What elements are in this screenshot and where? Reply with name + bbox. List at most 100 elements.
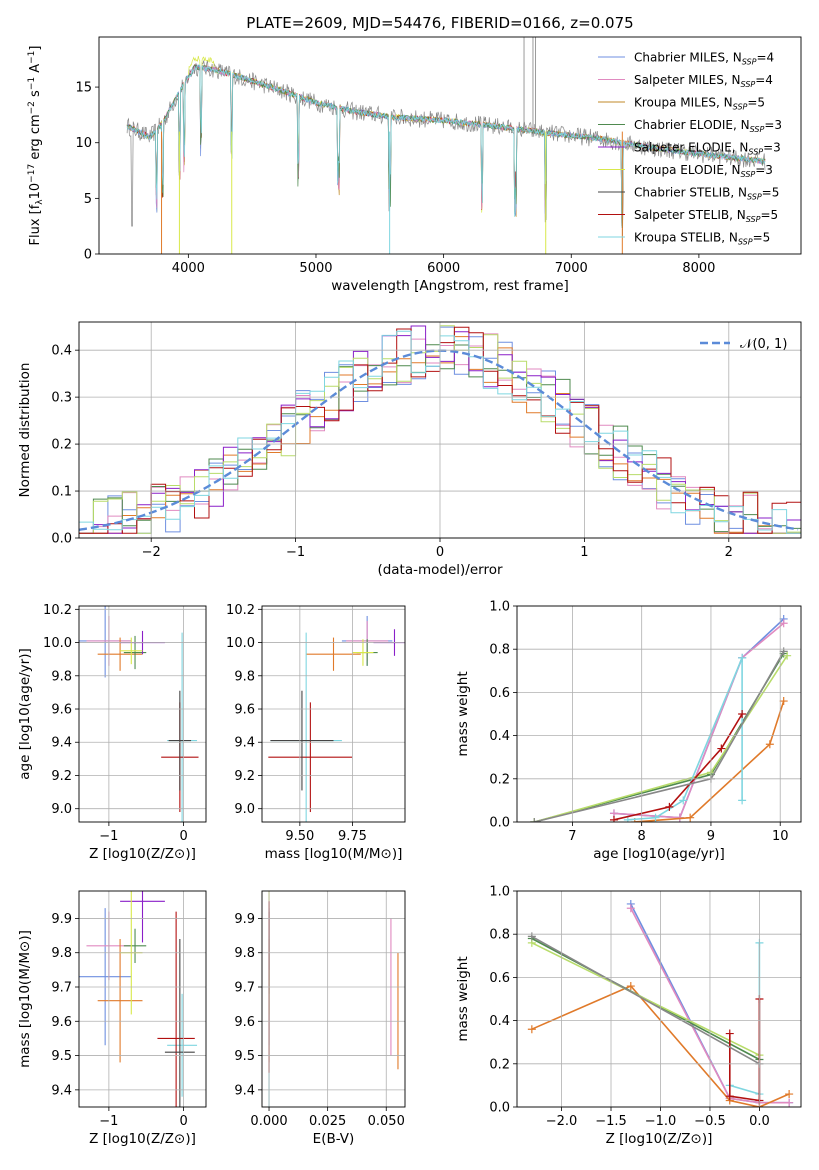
axes-frame — [516, 890, 802, 1108]
x-tick-label: 4000 — [172, 261, 205, 276]
x-tick-label: −0.5 — [694, 1114, 726, 1129]
y-tick-label: 9.2 — [234, 769, 255, 784]
y-tick-label: 0.3 — [51, 391, 72, 406]
weight-marker — [783, 651, 792, 660]
y-axis-label: Flux [fλ10−17 erg cm−2 s−1 A−1] — [27, 46, 45, 246]
y-tick-label: 9.2 — [51, 769, 72, 784]
weight-marker — [779, 619, 788, 628]
spectrum-plot-area — [126, 37, 766, 254]
errorbar-point — [268, 702, 353, 813]
plot-spectrum: 4000 5000 6000 7000 8000 0 5 10 15 wavelength [An… — [27, 36, 802, 294]
mass-weight-vs-Z-plot-area — [527, 899, 794, 1107]
legend-label: Salpeter MILES, NSSP=4 — [634, 73, 773, 89]
x-tick-label: 9.75 — [338, 829, 367, 844]
legend-label: Salpeter ELODIE, NSSP=3 — [634, 141, 781, 157]
plot-mass-weight-vs-age: 7 8 9 10 0.0 0.2 0.4 0.6 0.8 1.0 age [log10(age/yr… — [455, 600, 802, 862]
y-tick-label: 9.0 — [234, 802, 255, 817]
weight-marker — [738, 710, 747, 718]
weight-series — [527, 938, 764, 1060]
legend-label: Kroupa ELODIE, NSSP=3 — [634, 163, 773, 179]
weight-marker — [527, 1025, 536, 1034]
y-axis-label: Normed distribution — [17, 363, 33, 498]
x-axis-label: age [log10(age/yr)] — [593, 846, 725, 862]
axes-frame — [261, 605, 406, 823]
x-tick-label: 8000 — [682, 261, 715, 276]
y-axis-label: age [log10(age/yr)] — [17, 648, 33, 780]
weight-marker — [665, 802, 674, 811]
x-tick-label: −1.0 — [645, 1114, 677, 1129]
x-tick-label: 7 — [568, 829, 576, 844]
y-tick-label: 5 — [84, 192, 92, 207]
y-tick-label: 9.8 — [234, 669, 255, 684]
weight-series — [725, 995, 764, 1105]
weight-line — [531, 942, 760, 1056]
weight-marker — [725, 1029, 734, 1038]
weight-series — [527, 932, 764, 1068]
axes-frame — [261, 890, 406, 1108]
y-axis-label: mass weight — [455, 671, 471, 756]
x-axis-label: Z [log10(Z/Z⊙)] — [89, 846, 196, 862]
gaussian-curve — [79, 349, 799, 531]
x-tick-label: 2 — [725, 545, 733, 560]
x-axis-label: Z [log10(Z/Z⊙)] — [606, 1131, 713, 1147]
y-tick-label: 0.0 — [51, 532, 72, 547]
x-tick-label: −2.0 — [546, 1114, 578, 1129]
plot-mass-weight-vs-Z: −2.0 −1.5 −1.0 −0.5 0.0 0.0 0.2 0.4 0.6 0.8 1.0 Z [… — [455, 885, 802, 1147]
weight-marker — [609, 815, 618, 822]
x-tick-label: 8 — [638, 829, 646, 844]
axes-frame — [98, 36, 802, 255]
x-tick-label: 9.50 — [285, 829, 314, 844]
y-tick-label: 9.4 — [51, 736, 72, 751]
x-tick-label: −1 — [99, 1114, 118, 1129]
x-tick-label: 0.0 — [749, 1114, 770, 1129]
x-tick-label: 0.050 — [368, 1114, 405, 1129]
y-tick-label: 9.9 — [51, 912, 72, 927]
plot-mass-vs-ebv: 0.000 0.025 0.050 9.4 9.5 9.6 9.7 9.8 9.9 E(B-V) — [234, 890, 406, 1147]
y-tick-label: 9.8 — [51, 669, 72, 684]
mass-weight-vs-age-plot-area — [530, 614, 792, 822]
y-tick-label: 9.7 — [234, 981, 255, 996]
y-tick-label: 0.6 — [489, 686, 510, 701]
weight-line — [534, 651, 785, 822]
weight-line — [534, 653, 785, 822]
x-tick-label: −1 — [286, 545, 305, 560]
weight-line — [531, 935, 760, 1065]
y-tick-label: 9.6 — [234, 1015, 255, 1030]
y-tick-label: 9.8 — [234, 946, 255, 961]
y-tick-label: 0 — [84, 248, 92, 263]
weight-series — [530, 651, 792, 822]
x-axis-label: mass [log10(M/M⊙)] — [265, 846, 403, 862]
mass-vs-ebv-plot-area — [268, 891, 399, 1107]
axes-frame — [78, 890, 207, 1108]
weight-series — [530, 647, 788, 822]
axes-frame — [78, 321, 802, 539]
weight-series — [530, 649, 788, 822]
y-tick-label: 0.8 — [489, 928, 510, 943]
weight-line — [634, 700, 785, 822]
y-tick-label: 0.0 — [489, 1101, 510, 1116]
y-tick-label: 1.0 — [489, 600, 510, 615]
y-tick-label: 9.7 — [51, 981, 72, 996]
age-vs-Z-plot-area — [79, 606, 199, 822]
y-tick-label: 9.6 — [51, 1015, 72, 1030]
legend: Chabrier MILES, NSSP=4 Salpeter MILES, NS… — [598, 51, 782, 247]
weight-line — [630, 907, 790, 1104]
weight-marker — [765, 740, 774, 749]
errorbar-point — [270, 690, 334, 791]
y-tick-label: 9.9 — [234, 912, 255, 927]
y-axis-label: mass [log10(M/M⊙)] — [17, 930, 33, 1068]
y-tick-label: 10.2 — [43, 603, 72, 618]
x-tick-label: 10 — [772, 829, 789, 844]
y-tick-label: 0.6 — [489, 971, 510, 986]
legend-label: Chabrier STELIB, NSSP=5 — [634, 186, 779, 202]
x-tick-label: −1.5 — [595, 1114, 627, 1129]
x-tick-label: 0.000 — [250, 1114, 287, 1129]
axes-frame — [516, 605, 802, 823]
y-tick-label: 0.4 — [51, 344, 72, 359]
plot-age-vs-Z: −1 0 9.0 9.2 9.4 9.6 9.8 10.0 10.2 Z [log10(Z/Z⊙)… — [17, 603, 207, 862]
x-tick-label: −1 — [99, 829, 118, 844]
plot-age-vs-mass: 9.50 9.75 9.0 9.2 9.4 9.6 9.8 10.0 10.2 mass [log… — [226, 603, 406, 862]
weight-marker — [738, 796, 747, 805]
errorbar-point — [168, 690, 192, 791]
